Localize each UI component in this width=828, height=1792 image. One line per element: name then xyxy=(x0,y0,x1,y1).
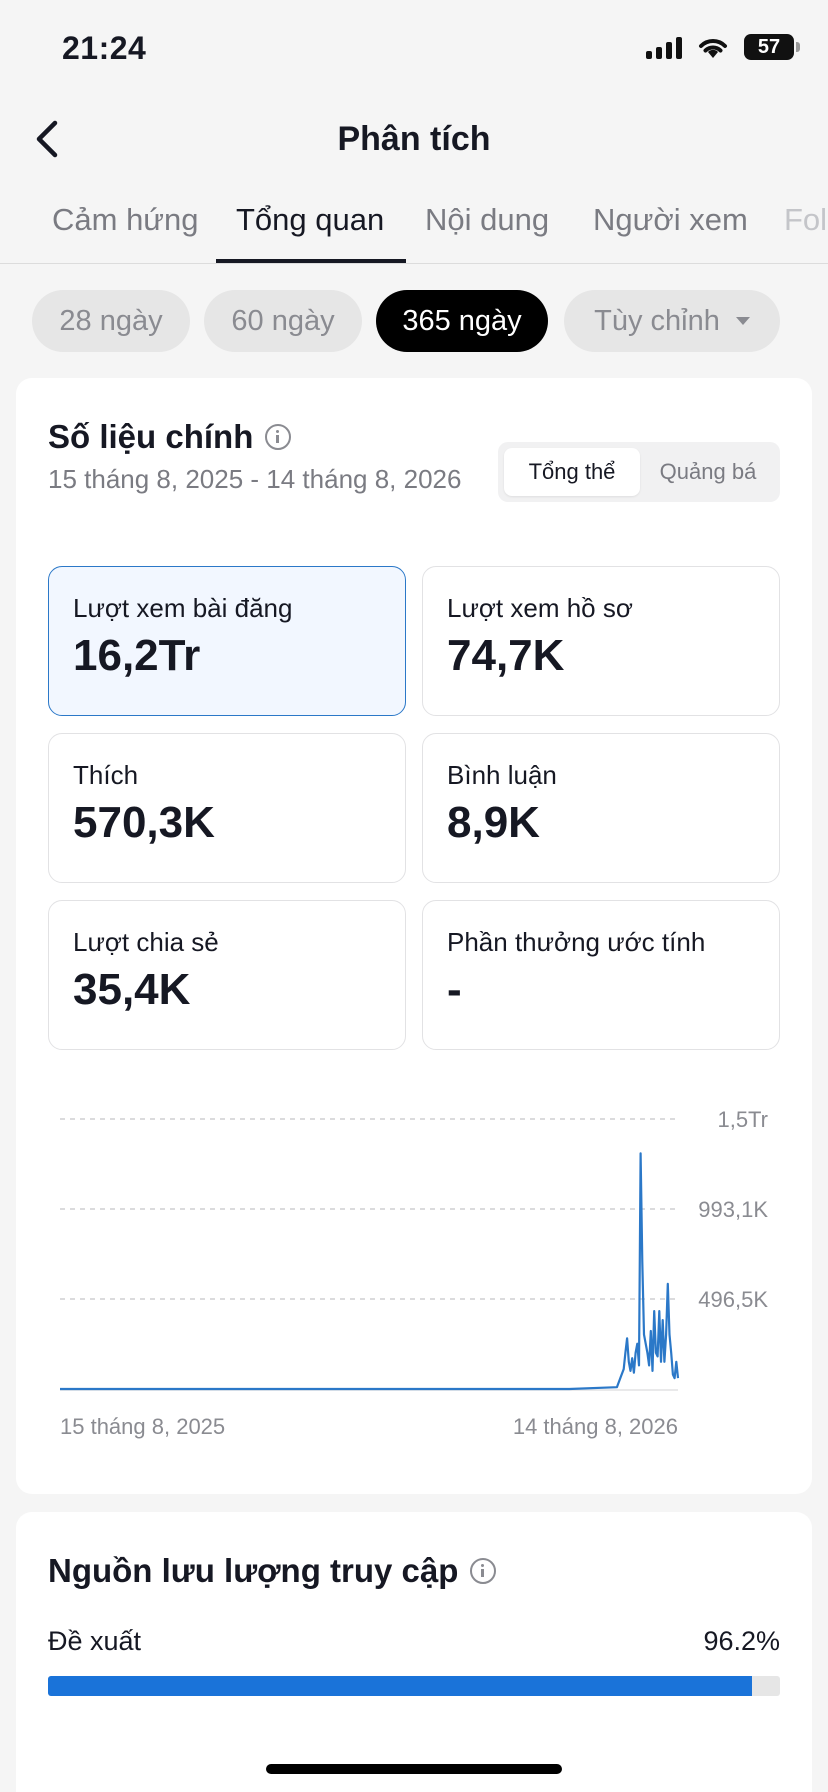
tab-content[interactable]: Nội dung xyxy=(425,202,550,237)
series-line xyxy=(60,1152,680,1391)
y-tick-label: 993,1K xyxy=(698,1197,768,1222)
range-custom-dropdown[interactable]: Tùy chỉnh xyxy=(564,290,780,352)
metric-card-shares[interactable]: Lượt chia sẻ 35,4K xyxy=(48,900,406,1050)
tab-bar: Cảm hứng Tổng quan Nội dung Người xem Fo… xyxy=(0,190,828,264)
traffic-header: Nguồn lưu lượng truy cập xyxy=(48,1552,497,1590)
date-range: 15 tháng 8, 2025 - 14 tháng 8, 2026 xyxy=(48,464,462,494)
back-button[interactable] xyxy=(22,114,72,164)
traffic-title: Nguồn lưu lượng truy cập xyxy=(48,1552,459,1589)
status-time: 21:24 xyxy=(62,30,147,66)
status-bar: 21:24 57 xyxy=(0,0,828,100)
info-icon[interactable] xyxy=(470,1558,497,1584)
key-metrics-header: Số liệu chính xyxy=(48,418,292,456)
y-tick-label: 1,5Tr xyxy=(717,1107,768,1132)
metric-card-likes[interactable]: Thích 570,3K xyxy=(48,733,406,883)
home-indicator xyxy=(266,1764,562,1774)
range-28-days[interactable]: 28 ngày xyxy=(32,290,190,352)
traffic-percent: 96.2% xyxy=(703,1626,780,1656)
status-icons: 57 xyxy=(646,34,800,60)
info-icon[interactable] xyxy=(265,424,292,450)
metric-label: Lượt chia sẻ xyxy=(73,927,219,957)
y-tick-label: 496,5K xyxy=(698,1287,768,1312)
active-tab-underline xyxy=(216,259,406,263)
metric-value: 16,2Tr xyxy=(73,631,201,680)
metric-label: Bình luận xyxy=(447,760,557,790)
metric-card-post-views[interactable]: Lượt xem bài đăng 16,2Tr xyxy=(48,566,406,716)
caret-down-icon xyxy=(735,317,750,325)
range-60-days[interactable]: 60 ngày xyxy=(204,290,362,352)
scope-overall[interactable]: Tổng thể xyxy=(504,448,640,496)
x-tick-label-end: 14 tháng 8, 2026 xyxy=(513,1414,678,1439)
x-tick-label-start: 15 tháng 8, 2025 xyxy=(60,1414,225,1439)
traffic-source-card: Nguồn lưu lượng truy cập Đề xuất 96.2% xyxy=(16,1512,812,1792)
metric-value: 8,9K xyxy=(447,798,540,847)
header: Phân tích xyxy=(0,100,828,180)
wifi-icon xyxy=(699,39,727,58)
range-custom-label: Tùy chỉnh xyxy=(594,304,720,337)
metric-value: 74,7K xyxy=(447,631,565,680)
tab-inspiration[interactable]: Cảm hứng xyxy=(52,202,199,237)
range-365-days[interactable]: 365 ngày xyxy=(376,290,548,352)
metric-card-estimated-rewards[interactable]: Phần thưởng ước tính - xyxy=(422,900,780,1050)
page-title: Phân tích xyxy=(337,120,491,158)
metric-value: - xyxy=(447,965,462,1014)
key-metrics-card: Số liệu chính 15 tháng 8, 2025 - 14 thán… xyxy=(16,378,812,1494)
post-views-line-chart[interactable]: 1,5Tr 993,1K 496,5K 15 tháng 8, 2025 14 thán… xyxy=(16,1078,812,1458)
metric-label: Thích xyxy=(73,760,139,790)
metric-card-profile-views[interactable]: Lượt xem hồ sơ 74,7K xyxy=(422,566,780,716)
scope-promoted[interactable]: Quảng bá xyxy=(659,459,757,484)
metric-card-comments[interactable]: Bình luận 8,9K xyxy=(422,733,780,883)
metric-value: 570,3K xyxy=(73,798,215,847)
tab-viewers[interactable]: Người xem xyxy=(593,202,748,237)
metric-label: Lượt xem bài đăng xyxy=(73,593,293,623)
metric-value: 35,4K xyxy=(73,965,191,1014)
key-metrics-title: Số liệu chính xyxy=(48,418,254,455)
metric-scope-toggle: Tổng thể Quảng bá xyxy=(498,442,780,502)
battery-icon: 57 xyxy=(744,34,800,60)
metric-label: Phần thưởng ước tính xyxy=(447,927,706,957)
tab-followers[interactable]: Fol xyxy=(784,202,828,237)
traffic-row: Đề xuất 96.2% xyxy=(48,1626,780,1657)
traffic-progress-fill xyxy=(48,1676,753,1696)
metric-label: Lượt xem hồ sơ xyxy=(447,593,633,623)
chevron-left-icon xyxy=(36,120,58,158)
cellular-signal-icon xyxy=(646,35,682,59)
tab-overview[interactable]: Tổng quan xyxy=(236,202,385,237)
traffic-label: Đề xuất xyxy=(48,1626,142,1656)
traffic-progress-bar xyxy=(48,1676,780,1696)
